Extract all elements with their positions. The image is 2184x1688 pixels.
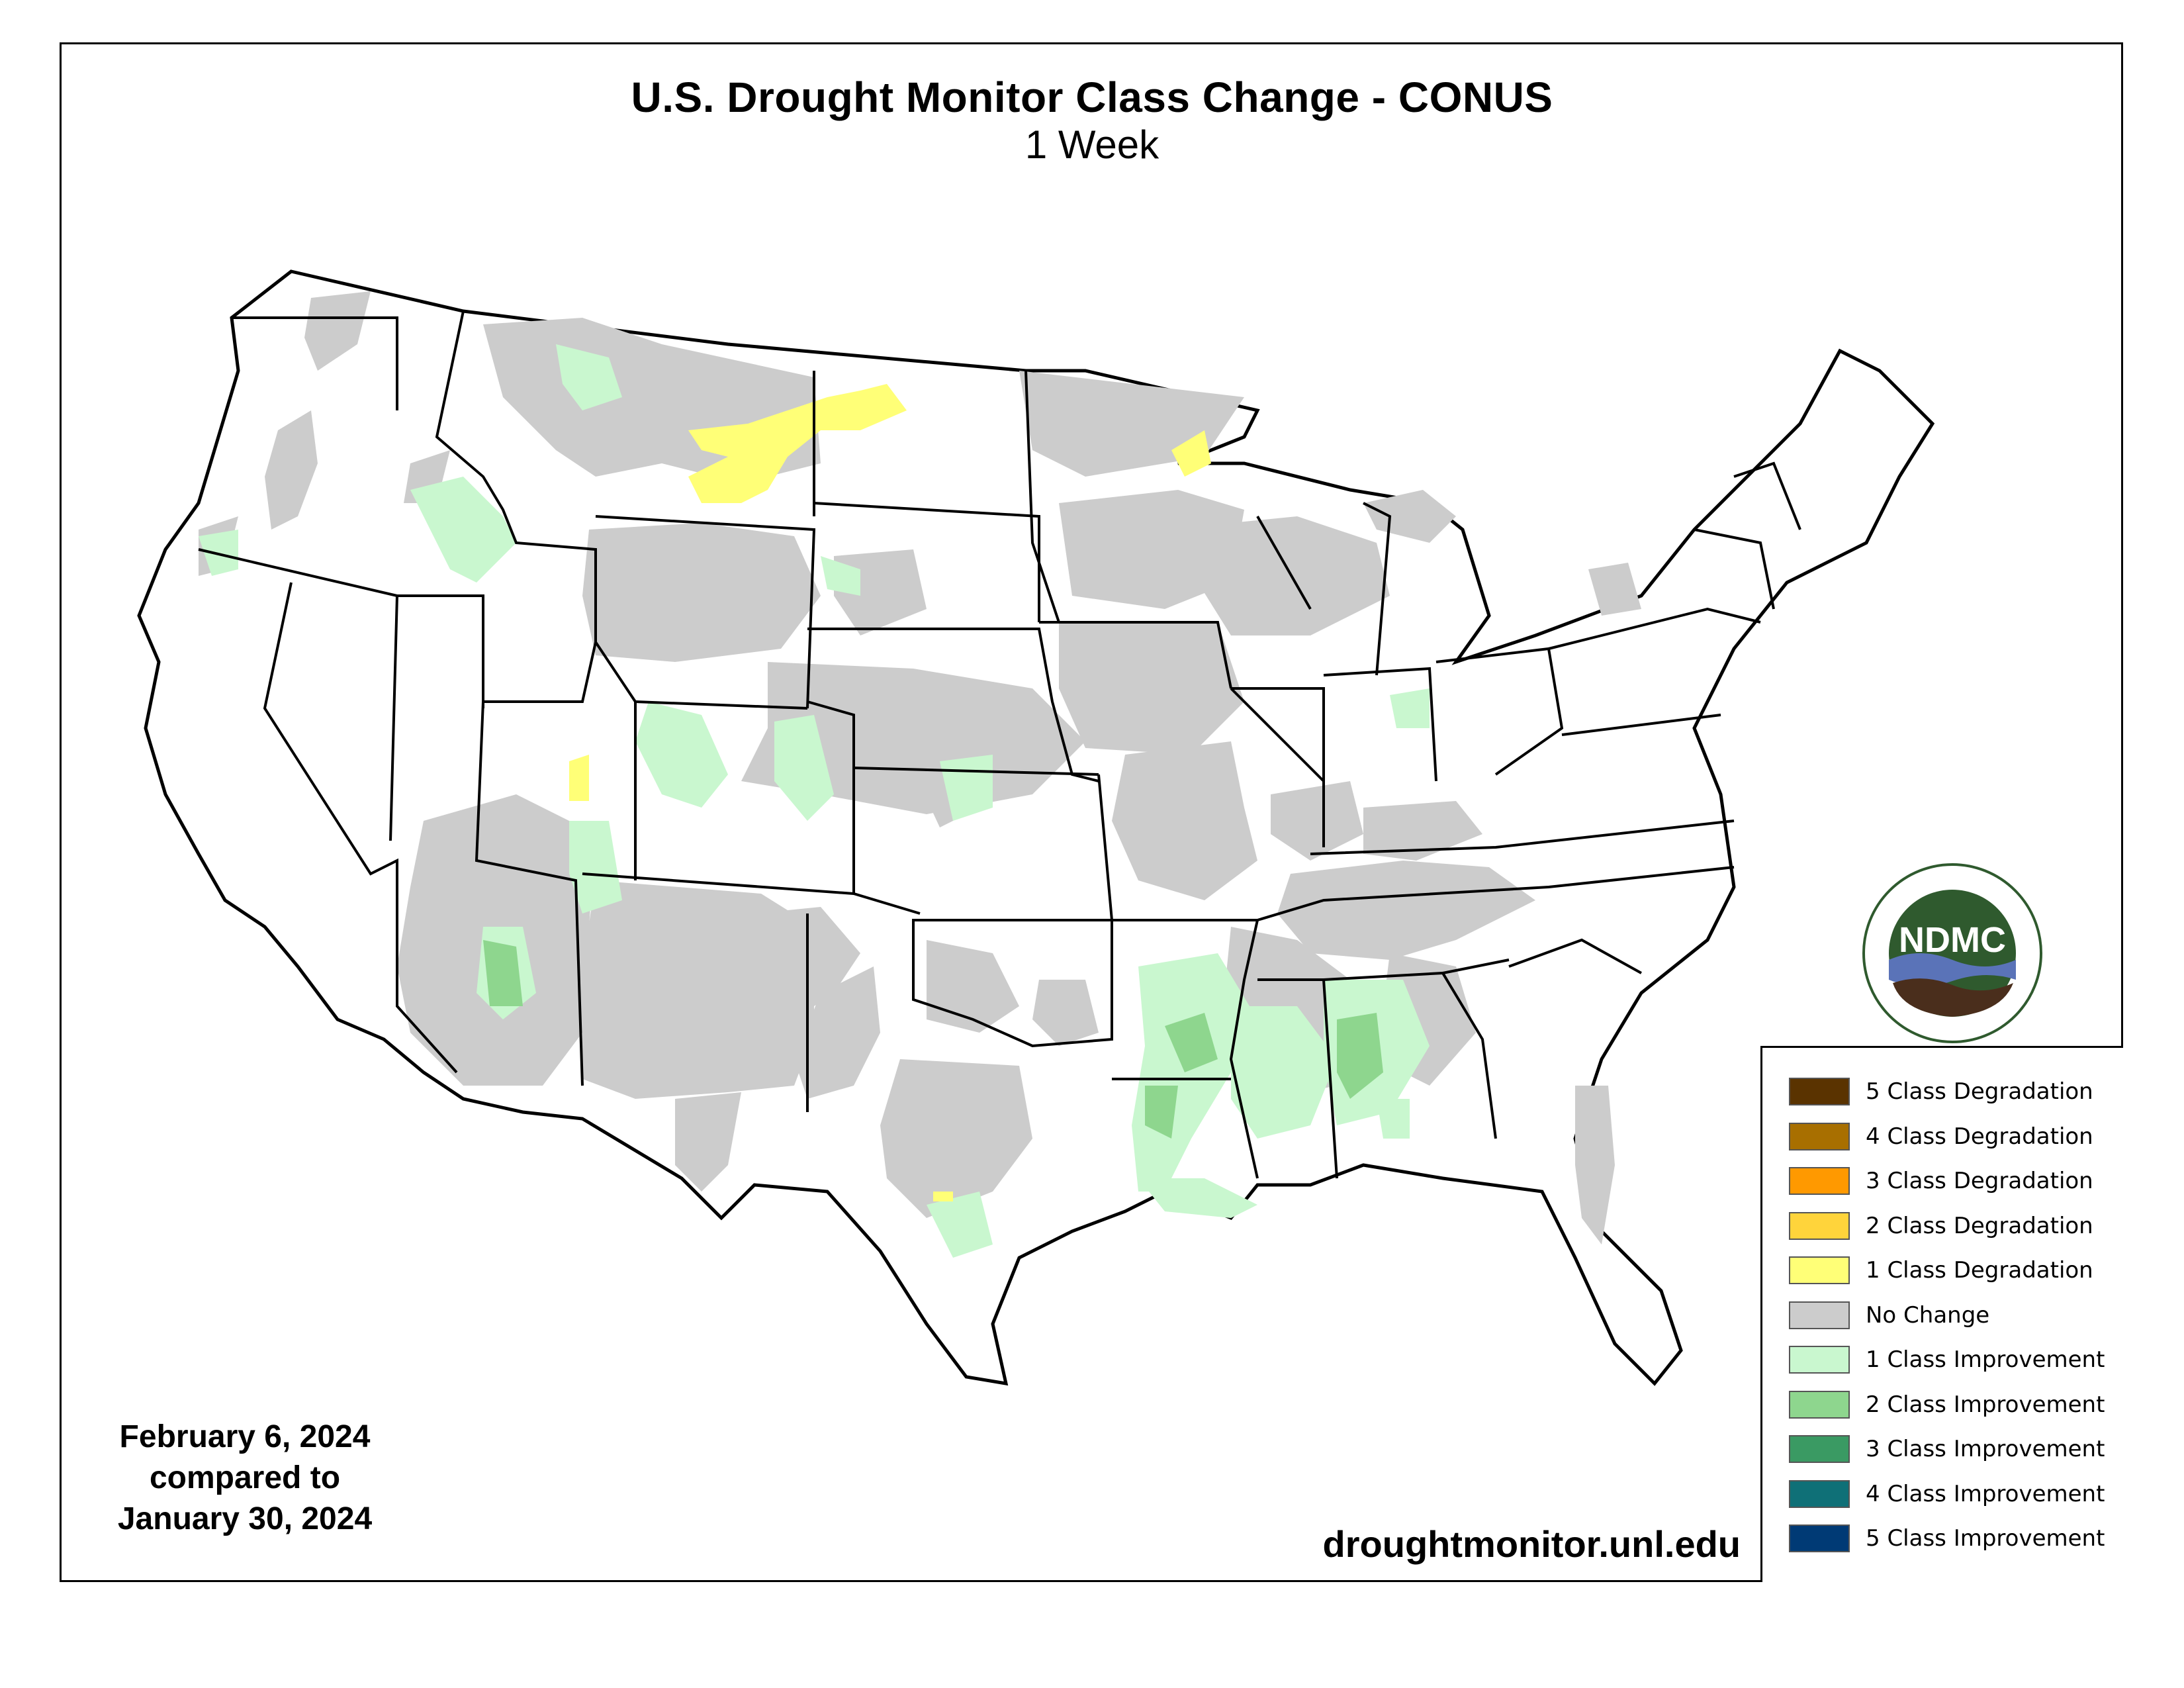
legend-item: 1 Class Degradation xyxy=(1789,1253,2093,1288)
legend-label: 3 Class Improvement xyxy=(1866,1436,2105,1462)
legend-swatch xyxy=(1789,1122,1850,1150)
legend-label: 1 Class Improvement xyxy=(1866,1346,2105,1373)
legend-swatch xyxy=(1789,1390,1850,1419)
compared-to-label: compared to xyxy=(149,1460,341,1495)
map-title: U.S. Drought Monitor Class Change - CONU… xyxy=(631,73,1553,121)
legend-label: 1 Class Degradation xyxy=(1866,1257,2093,1284)
legend-item: 3 Class Degradation xyxy=(1789,1164,2093,1198)
date-comparison: February 6, 2024 compared to January 30,… xyxy=(113,1417,377,1540)
legend-item: No Change xyxy=(1789,1298,1989,1333)
legend-swatch xyxy=(1789,1167,1850,1195)
legend-label: 2 Class Improvement xyxy=(1866,1391,2105,1418)
legend-label: 4 Class Improvement xyxy=(1866,1480,2105,1507)
legend-swatch xyxy=(1789,1301,1850,1329)
legend-swatch xyxy=(1789,1479,1850,1508)
legend-item: 1 Class Improvement xyxy=(1789,1342,2105,1377)
previous-date: January 30, 2024 xyxy=(117,1501,373,1536)
legend-swatch xyxy=(1789,1256,1850,1284)
ndmc-logo: NDMC xyxy=(1860,861,2045,1046)
ndmc-logo-abbreviation: NDMC xyxy=(1899,920,2006,960)
state-borders xyxy=(198,310,1801,1179)
legend-label: 2 Class Degradation xyxy=(1866,1212,2093,1239)
legend-item: 4 Class Degradation xyxy=(1789,1119,2093,1154)
legend-label: 3 Class Degradation xyxy=(1866,1168,2093,1194)
legend-swatch xyxy=(1789,1346,1850,1374)
one-class-degradation-areas xyxy=(569,384,1211,1201)
legend-swatch xyxy=(1789,1435,1850,1463)
legend-label: 5 Class Improvement xyxy=(1866,1525,2105,1552)
legend-label: 5 Class Degradation xyxy=(1866,1078,2093,1105)
legend-item: 4 Class Improvement xyxy=(1789,1477,2105,1511)
two-class-improvement-areas xyxy=(483,940,1383,1139)
legend-item: 2 Class Improvement xyxy=(1789,1387,2105,1422)
legend-label: No Change xyxy=(1866,1301,1990,1329)
legend-item: 5 Class Improvement xyxy=(1789,1521,2105,1556)
legend-item: 5 Class Degradation xyxy=(1789,1074,2093,1109)
legend-swatch xyxy=(1789,1078,1850,1105)
legend-item: 2 Class Degradation xyxy=(1789,1209,2093,1243)
legend-swatch xyxy=(1789,1211,1850,1240)
legend-swatch xyxy=(1789,1524,1850,1552)
legend-label: 4 Class Degradation xyxy=(1866,1123,2093,1150)
legend-item: 3 Class Improvement xyxy=(1789,1432,2105,1466)
map-subtitle: 1 Week xyxy=(1024,122,1160,167)
source-url[interactable]: droughtmonitor.unl.edu xyxy=(1322,1523,1741,1565)
legend: 5 Class Degradation 4 Class Degradation 3 … xyxy=(1760,1046,2123,1582)
current-date: February 6, 2024 xyxy=(119,1419,371,1454)
